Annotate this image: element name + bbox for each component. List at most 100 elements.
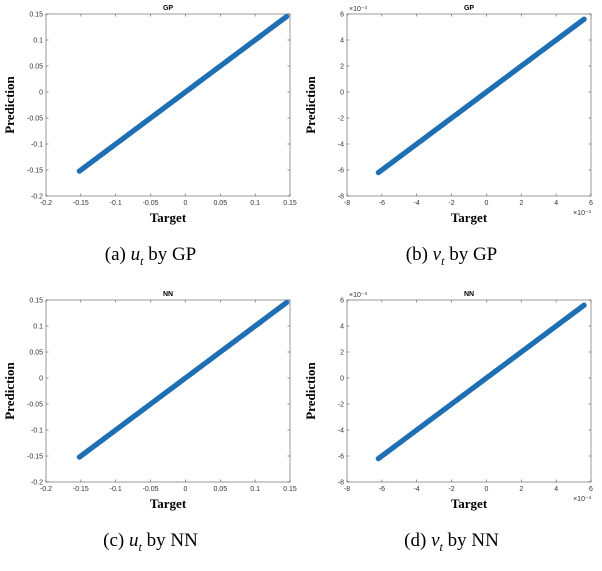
- y-tick-label: -8: [338, 480, 344, 487]
- x-axis-label: Target: [451, 496, 488, 511]
- y-tick-label: 2: [340, 64, 344, 71]
- caption-d-label: (d): [404, 530, 427, 551]
- x-tick-label: -6: [379, 486, 385, 493]
- chart-title: GP: [464, 5, 474, 12]
- caption-c: (c) ut by NN: [0, 530, 301, 555]
- data-series: [375, 302, 587, 462]
- data-series: [76, 13, 290, 174]
- x-tick-label: 0.15: [283, 200, 297, 207]
- x-exponent-label: ×10⁻³: [573, 496, 592, 503]
- x-tick-label: 0.1: [250, 200, 260, 207]
- data-series: [76, 299, 290, 460]
- chart-b: -8 -6 -4 -2 0 2 4 6 -8 -6 -4 -2 0 2 4 6 ×10⁻³ ×10⁻³ GP Targ…: [303, 5, 593, 225]
- y-tick-label: 0: [340, 90, 344, 97]
- x-tick-label: 0: [484, 200, 488, 207]
- caption-c-sub: t: [138, 539, 142, 554]
- y-axis-label: Prediction: [303, 361, 318, 419]
- chart-title: NN: [464, 291, 474, 298]
- y-tick-label: 4: [340, 38, 344, 45]
- y-tick-label: -0.2: [31, 480, 43, 487]
- y-axis-label: Prediction: [303, 75, 318, 133]
- x-tick-label: 0: [183, 486, 187, 493]
- y-axis-label: Prediction: [2, 361, 17, 419]
- x-tick-label: 6: [589, 200, 593, 207]
- axes-box: [45, 13, 291, 197]
- panel-b: -8 -6 -4 -2 0 2 4 6 -8 -6 -4 -2 0 2 4 6 ×10⁻³ ×10⁻³ GP Targ…: [301, 0, 602, 285]
- y-tick-label: -4: [338, 428, 344, 435]
- caption-c-var: u: [129, 530, 139, 551]
- y-tick-label: -0.1: [31, 142, 43, 149]
- caption-d-text: by NN: [447, 530, 499, 551]
- data-series: [375, 16, 587, 176]
- x-tick-label: 6: [589, 486, 593, 493]
- axes-box: [346, 299, 592, 483]
- x-tick-label: -8: [344, 200, 350, 207]
- data-point: [283, 13, 290, 20]
- x-tick-label: -8: [344, 486, 350, 493]
- caption-c-text: by NN: [146, 530, 198, 551]
- data-point: [283, 299, 290, 306]
- caption-b-var: v: [432, 244, 442, 265]
- caption-d-var: v: [431, 530, 440, 551]
- chart-title: NN: [163, 291, 173, 298]
- y-tick-label: 0.05: [29, 64, 43, 71]
- x-tick-label: 0: [484, 486, 488, 493]
- caption-a: (a) ut by GP: [0, 244, 301, 269]
- x-tick-label: -4: [414, 486, 420, 493]
- axes-box: [45, 299, 291, 483]
- axes-box: [346, 13, 592, 197]
- caption-a-var: u: [130, 244, 141, 265]
- panel-a: -0.2 -0.15 -0.1 -0.05 0 0.05 0.1 0.15 -0.2 -0.15 -…: [0, 0, 301, 285]
- x-axis-label: Target: [150, 210, 187, 225]
- caption-b-sub: t: [441, 253, 445, 268]
- x-tick-label: -0.05: [143, 486, 159, 493]
- y-tick-label: -6: [338, 454, 344, 461]
- chart-a: -0.2 -0.15 -0.1 -0.05 0 0.05 0.1 0.15 -0.2 -0.15 -…: [2, 5, 297, 225]
- x-tick-label: -0.2: [40, 486, 52, 493]
- y-tick-label: -6: [338, 168, 344, 175]
- x-tick-label: 0.1: [250, 486, 260, 493]
- y-tick-label: -8: [338, 194, 344, 201]
- x-tick-label: -0.05: [143, 200, 159, 207]
- chart-c: -0.2 -0.15 -0.1 -0.05 0 0.05 0.1 0.15 -0.2 -0.15 -…: [2, 291, 297, 511]
- x-tick-label: -2: [448, 200, 454, 207]
- x-tick-label: 4: [554, 200, 558, 207]
- y-axis-label: Prediction: [2, 75, 17, 133]
- y-tick-label: -0.1: [31, 428, 43, 435]
- y-tick-label: 0.1: [33, 324, 43, 331]
- caption-b-label: (b): [405, 244, 428, 265]
- x-tick-label: -0.15: [73, 200, 89, 207]
- caption-a-label: (a): [104, 244, 126, 265]
- x-tick-label: 4: [554, 486, 558, 493]
- x-tick-label: -0.15: [73, 486, 89, 493]
- data-point: [581, 16, 587, 22]
- panel-c: -0.2 -0.15 -0.1 -0.05 0 0.05 0.1 0.15 -0.2 -0.15 -…: [0, 286, 301, 571]
- y-tick-label: 0.1: [33, 38, 43, 45]
- y-tick-label: 6: [340, 12, 344, 19]
- x-tick-label: -6: [379, 200, 385, 207]
- y-tick-label: -0.05: [27, 116, 43, 123]
- x-tick-label: -0.1: [110, 486, 122, 493]
- x-tick-label: -0.1: [110, 200, 122, 207]
- y-exponent-label: ×10⁻³: [349, 6, 368, 13]
- y-tick-label: 0.15: [29, 12, 43, 19]
- panel-d: -8 -6 -4 -2 0 2 4 6 -8 -6 -4 -2 0 2 4 6 ×10⁻³ ×10⁻³ NN Targ…: [301, 286, 602, 571]
- x-tick-label: -2: [448, 486, 454, 493]
- data-point: [581, 302, 587, 308]
- x-tick-label: 2: [519, 486, 523, 493]
- caption-a-text: by GP: [148, 244, 197, 265]
- caption-c-label: (c): [103, 530, 125, 551]
- caption-b: (b) vt by GP: [301, 244, 602, 269]
- x-tick-label: -0.2: [40, 200, 52, 207]
- y-tick-label: 0: [340, 376, 344, 383]
- x-exponent-label: ×10⁻³: [573, 210, 592, 217]
- y-tick-label: 4: [340, 324, 344, 331]
- x-tick-label: 0.05: [213, 486, 227, 493]
- y-tick-label: 2: [340, 350, 344, 357]
- x-axis-label: Target: [451, 210, 488, 225]
- y-tick-label: -2: [338, 116, 344, 123]
- x-axis-label: Target: [150, 496, 187, 511]
- chart-title: GP: [163, 5, 173, 12]
- y-tick-label: -0.2: [31, 194, 43, 201]
- y-tick-label: 0.15: [29, 298, 43, 305]
